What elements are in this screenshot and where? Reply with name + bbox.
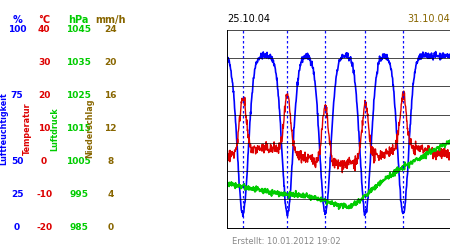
Text: 8: 8 xyxy=(107,157,113,166)
Text: 50: 50 xyxy=(11,157,23,166)
Text: 995: 995 xyxy=(69,190,88,199)
Text: Luftdruck: Luftdruck xyxy=(50,107,59,150)
Text: 1045: 1045 xyxy=(66,26,91,35)
Text: 1015: 1015 xyxy=(66,124,91,133)
Text: 31.10.04: 31.10.04 xyxy=(407,14,450,24)
Text: %: % xyxy=(12,15,22,25)
Text: 100: 100 xyxy=(8,26,27,35)
Text: 24: 24 xyxy=(104,26,117,35)
Text: 75: 75 xyxy=(11,91,23,100)
Text: -10: -10 xyxy=(36,190,52,199)
Text: 1025: 1025 xyxy=(66,91,91,100)
Text: 20: 20 xyxy=(38,91,50,100)
Text: mm/h: mm/h xyxy=(95,15,126,25)
Text: 0: 0 xyxy=(107,223,113,232)
Text: Luftfeuchtigkeit: Luftfeuchtigkeit xyxy=(0,92,8,165)
Text: 30: 30 xyxy=(38,58,50,68)
Text: Niederschlag: Niederschlag xyxy=(86,99,94,158)
Text: 985: 985 xyxy=(69,223,88,232)
Text: 1005: 1005 xyxy=(67,157,91,166)
Text: 0: 0 xyxy=(14,223,20,232)
Text: 25: 25 xyxy=(11,190,23,199)
Text: 25.10.04: 25.10.04 xyxy=(227,14,270,24)
Text: 40: 40 xyxy=(38,26,50,35)
Text: 12: 12 xyxy=(104,124,117,133)
Text: 0: 0 xyxy=(41,157,47,166)
Text: 1035: 1035 xyxy=(66,58,91,68)
Text: Temperatur: Temperatur xyxy=(22,102,32,155)
Text: 16: 16 xyxy=(104,91,117,100)
Text: 10: 10 xyxy=(38,124,50,133)
Text: 20: 20 xyxy=(104,58,117,68)
Text: 4: 4 xyxy=(107,190,113,199)
Text: Erstellt: 10.01.2012 19:02: Erstellt: 10.01.2012 19:02 xyxy=(232,237,340,246)
Text: hPa: hPa xyxy=(68,15,89,25)
Text: -20: -20 xyxy=(36,223,52,232)
Text: °C: °C xyxy=(38,15,50,25)
